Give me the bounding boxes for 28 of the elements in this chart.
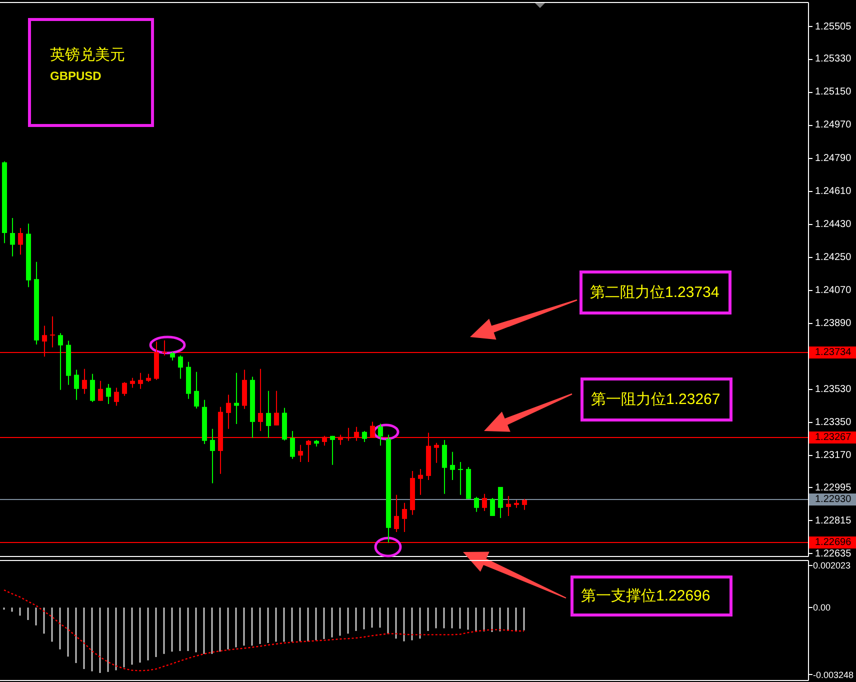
y-tick-label: 1.23530 (815, 384, 852, 396)
y-tick-label: 1.24790 (815, 152, 852, 164)
ref-line-label: 1.22696 (815, 537, 852, 548)
y-tick-label: 1.22815 (815, 515, 852, 526)
y-tick-label: 0.00 (813, 602, 831, 613)
y-tick-label: 1.23350 (815, 417, 852, 428)
ref-line-label: 1.22930 (815, 494, 852, 505)
y-tick-label: 1.24430 (815, 218, 852, 230)
y-tick-label: -0.003248 (813, 670, 854, 680)
annotation: 第一支撑位1.22696 (581, 588, 710, 604)
y-tick-label: 1.24070 (815, 284, 852, 296)
y-tick-label: 1.25505 (815, 21, 852, 32)
y-tick-label: 0.002023 (813, 560, 851, 571)
y-tick-label: 1.24970 (815, 120, 852, 131)
y-tick-label: 1.24250 (815, 252, 852, 263)
ref-line-label: 1.23267 (815, 432, 852, 443)
y-tick-label: 1.25150 (815, 86, 852, 98)
y-tick-label: 1.24610 (815, 186, 852, 197)
text: GBPUSD (50, 69, 102, 83)
ref-line-label: 1.23734 (815, 347, 852, 358)
text: 英镑兑美元 (50, 46, 125, 64)
y-tick-label: 1.23890 (815, 318, 852, 330)
annotation: 第二阻力位1.23734 (590, 284, 720, 301)
y-tick-label: 1.22995 (815, 482, 852, 494)
y-tick-label: 1.22635 (815, 548, 852, 560)
y-tick-label: 1.23170 (815, 450, 852, 462)
y-tick-label: 1.25330 (815, 54, 852, 65)
annotation: 第一阻力位1.23267 (591, 391, 720, 408)
